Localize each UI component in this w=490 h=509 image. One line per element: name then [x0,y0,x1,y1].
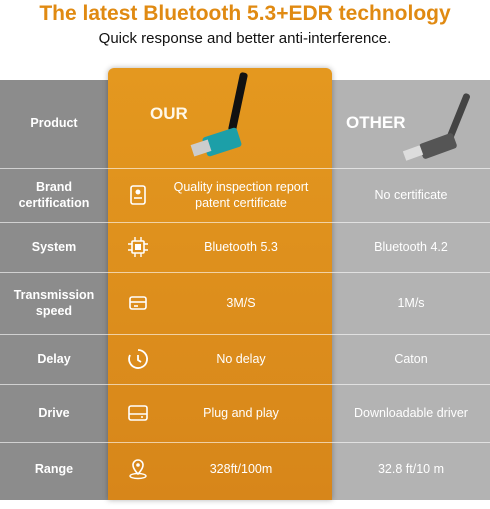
row-separator [0,168,490,169]
header-our: OUR [150,104,188,123]
row-separator [0,222,490,223]
icon [128,237,148,257]
icon [130,185,146,205]
icon [129,296,147,310]
label-column [0,80,108,500]
our-value: 3M/S [226,296,256,310]
other-value: 32.8 ft/10 m [377,462,444,476]
our-value: 328ft/100m [209,462,273,476]
row-label: Drive [38,406,70,420]
our-value: Quality inspection report patent certifi… [173,180,309,210]
row-label: Range [34,462,74,476]
row-separator [0,272,490,273]
other-value: 1M/s [397,296,425,310]
our-adapter-image [190,72,248,157]
header-label: Product [30,116,78,130]
other-value: Bluetooth 4.2 [374,240,448,254]
row-separator [0,334,490,335]
row-icon [126,183,150,207]
row-label: Delay [37,352,71,366]
other-value: No certificate [374,188,448,202]
row-label: System [31,240,77,254]
icon [128,349,148,369]
other-value: Caton [394,352,428,366]
other-value: Downloadable driver [354,406,468,420]
row-label: Brand certification [18,180,90,210]
our-value: No delay [216,352,266,366]
row-icon [126,235,150,259]
icon [129,459,147,480]
row-separator [0,442,490,443]
row-label: Transmission speed [13,288,95,318]
row-icon [126,291,150,315]
row-icon [126,347,150,371]
icon [128,405,148,421]
our-value: Plug and play [203,406,279,420]
our-value: Bluetooth 5.3 [204,240,278,254]
other-adapter-image [402,93,470,161]
title: The latest Bluetooth 5.3+EDR technology [39,2,451,25]
subtitle: Quick response and better anti-interfere… [98,30,392,47]
row-icon [126,401,150,425]
row-icon [126,457,150,481]
row-separator [0,384,490,385]
header-other: OTHER [346,113,406,132]
